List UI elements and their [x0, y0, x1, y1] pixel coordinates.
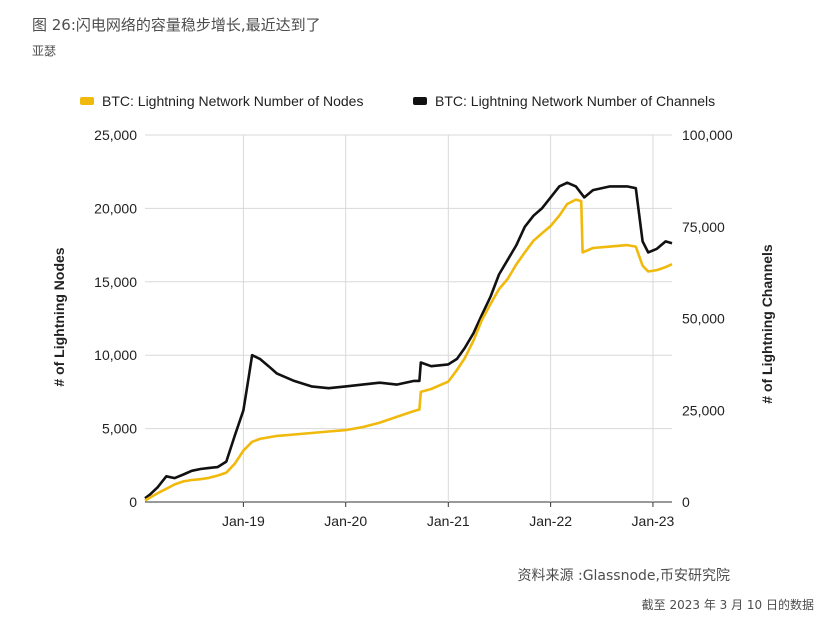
figure-source: 资料来源 :Glassnode,币安研究院 — [517, 568, 730, 584]
y-left-tick-label: 20,000 — [94, 200, 137, 216]
y-axis-right-label: # of Lightning Channels — [759, 244, 775, 404]
y-right-tick-label: 100,000 — [682, 127, 733, 143]
x-tick-label: Jan-23 — [632, 513, 675, 529]
y-left-tick-label: 15,000 — [94, 274, 137, 290]
y-left-tick-label: 10,000 — [94, 347, 137, 363]
figure-title: 图 26:闪电网络的容量稳步增长,最近达到了 — [32, 16, 321, 34]
x-tick-label: Jan-21 — [427, 513, 470, 529]
channels-series-line — [144, 181, 673, 500]
y-left-tick-label: 25,000 — [94, 127, 137, 143]
legend-swatch — [80, 97, 94, 105]
x-tick-label: Jan-22 — [529, 513, 572, 529]
y-right-tick-label: 75,000 — [682, 219, 725, 235]
legend-label: BTC: Lightning Network Number of Channel… — [435, 93, 715, 109]
legend-label: BTC: Lightning Network Number of Nodes — [102, 93, 363, 109]
figure-subtitle: 亚瑟 — [32, 44, 57, 58]
grid-lines — [145, 134, 672, 507]
tick-labels: 0 5,000 10,000 15,000 20,000 25,000 0 25,000 50,… — [94, 127, 733, 529]
y-right-tick-label: 50,000 — [682, 311, 725, 327]
x-tick-label: Jan-20 — [324, 513, 367, 529]
y-right-tick-label: 0 — [682, 494, 690, 510]
legend-swatch — [413, 97, 427, 105]
y-left-tick-label: 0 — [129, 494, 137, 510]
figure-date-note: 截至 2023 年 3 月 10 日的数据 — [641, 598, 814, 612]
legend: BTC: Lightning Network Number of Nodes BT… — [80, 93, 715, 109]
y-right-tick-label: 25,000 — [682, 402, 725, 418]
nodes-series-line — [144, 198, 673, 502]
y-axis-left-label: # of Lightning Nodes — [51, 247, 67, 386]
series-lines — [144, 181, 673, 502]
y-left-tick-label: 5,000 — [102, 421, 137, 437]
x-tick-label: Jan-19 — [222, 513, 265, 529]
